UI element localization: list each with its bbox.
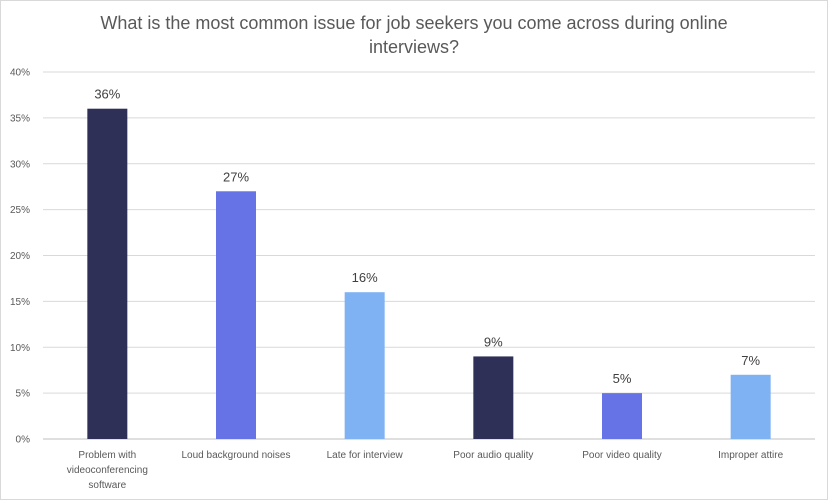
x-category-label: Late for interview <box>327 450 404 461</box>
x-category-label: Problem with videoconferencing software <box>67 450 148 491</box>
bar <box>344 292 385 439</box>
y-tick-label: 5% <box>16 389 31 400</box>
bar <box>602 393 642 439</box>
y-tick-label: 15% <box>10 297 30 308</box>
data-label: 27% <box>223 169 249 184</box>
bar <box>730 374 771 439</box>
bars <box>87 108 771 439</box>
data-label: 9% <box>484 334 503 349</box>
bar <box>473 356 514 439</box>
y-tick-label: 25% <box>10 205 30 216</box>
y-axis-tick-labels: 0% 5% 10% 15% 20% 25% 30% 35% 40% <box>10 68 30 446</box>
y-tick-label: 10% <box>10 343 30 354</box>
data-label: 5% <box>613 371 632 386</box>
x-category-label: Loud background noises <box>182 450 291 461</box>
x-category-label: Poor audio quality <box>453 450 533 461</box>
data-label: 36% <box>94 87 120 102</box>
bar <box>87 108 128 439</box>
y-tick-label: 40% <box>10 68 30 79</box>
y-tick-label: 35% <box>10 113 30 124</box>
x-category-label: Improper attire <box>718 450 783 461</box>
chart-title: What is the most common issue for job se… <box>100 13 728 57</box>
gridlines <box>43 71 815 440</box>
y-tick-label: 0% <box>16 435 31 446</box>
data-label: 7% <box>741 353 760 368</box>
x-category-label: Poor video quality <box>582 450 662 461</box>
data-labels: 36% 27% 16% 9% 5% 7% <box>94 87 760 386</box>
bar <box>216 191 256 439</box>
y-tick-label: 30% <box>10 159 30 170</box>
x-axis-category-labels: Problem with videoconferencing software Lou… <box>67 450 784 491</box>
data-label: 16% <box>352 270 378 285</box>
y-tick-label: 20% <box>10 251 30 262</box>
